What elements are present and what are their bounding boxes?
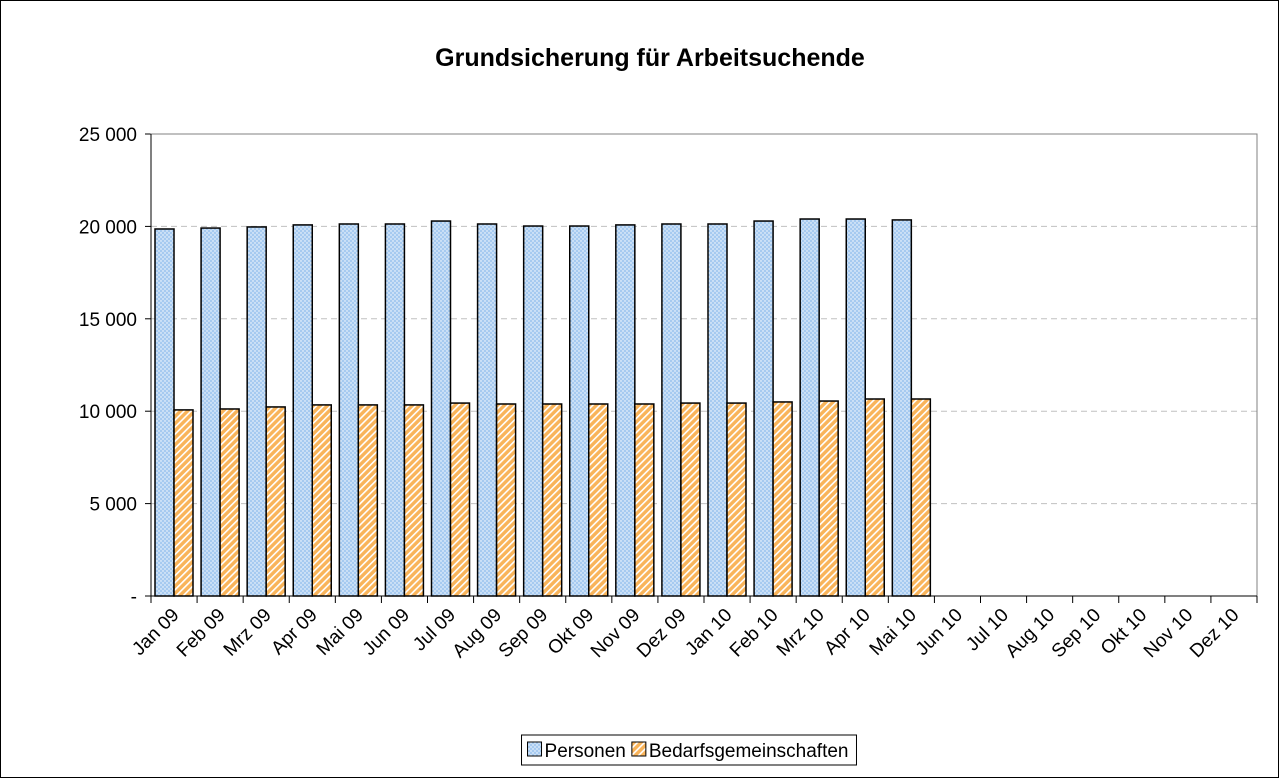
bar — [403, 404, 425, 597]
bar — [200, 227, 221, 597]
bar — [864, 398, 885, 597]
bar — [495, 403, 517, 597]
bar — [661, 223, 682, 597]
legend-label: Personen — [545, 741, 626, 762]
bar — [588, 403, 609, 597]
bar — [726, 402, 747, 597]
bar — [430, 220, 452, 597]
bar — [246, 226, 267, 597]
bar — [680, 402, 701, 597]
bar — [707, 223, 728, 597]
bar — [541, 403, 563, 597]
bar — [357, 404, 379, 597]
bar — [910, 398, 932, 597]
y-tick-label: 5 000 — [89, 495, 137, 516]
bar — [772, 401, 793, 597]
bar — [753, 220, 774, 597]
bar — [265, 406, 286, 597]
bar — [338, 223, 360, 597]
bar — [569, 225, 590, 597]
bar — [219, 408, 240, 597]
bar — [384, 223, 406, 597]
bar — [522, 225, 544, 597]
legend-box — [521, 734, 857, 766]
y-tick-label: 25 000 — [79, 125, 137, 146]
bar — [799, 218, 820, 597]
bar — [173, 409, 194, 597]
bar — [818, 400, 839, 597]
bar — [615, 224, 636, 597]
bar — [845, 218, 866, 597]
bar — [634, 403, 655, 597]
y-tick-label: 10 000 — [79, 402, 137, 423]
legend-swatch — [527, 741, 543, 757]
legend-label: Bedarfsgemeinschaften — [649, 741, 849, 762]
bar — [292, 224, 313, 597]
chart-title: Grundsicherung für Arbeitsuchende — [435, 44, 865, 72]
bar — [476, 223, 498, 597]
bar — [449, 402, 471, 597]
bar — [891, 219, 913, 597]
bar — [311, 404, 332, 597]
legend: Personen Bedarfsgemeinschaften — [521, 734, 857, 766]
y-tick-label: - — [131, 587, 137, 608]
y-tick-label: 15 000 — [79, 310, 137, 331]
legend-swatch — [631, 741, 647, 757]
bar — [154, 228, 175, 597]
y-tick-label: 20 000 — [79, 217, 137, 238]
